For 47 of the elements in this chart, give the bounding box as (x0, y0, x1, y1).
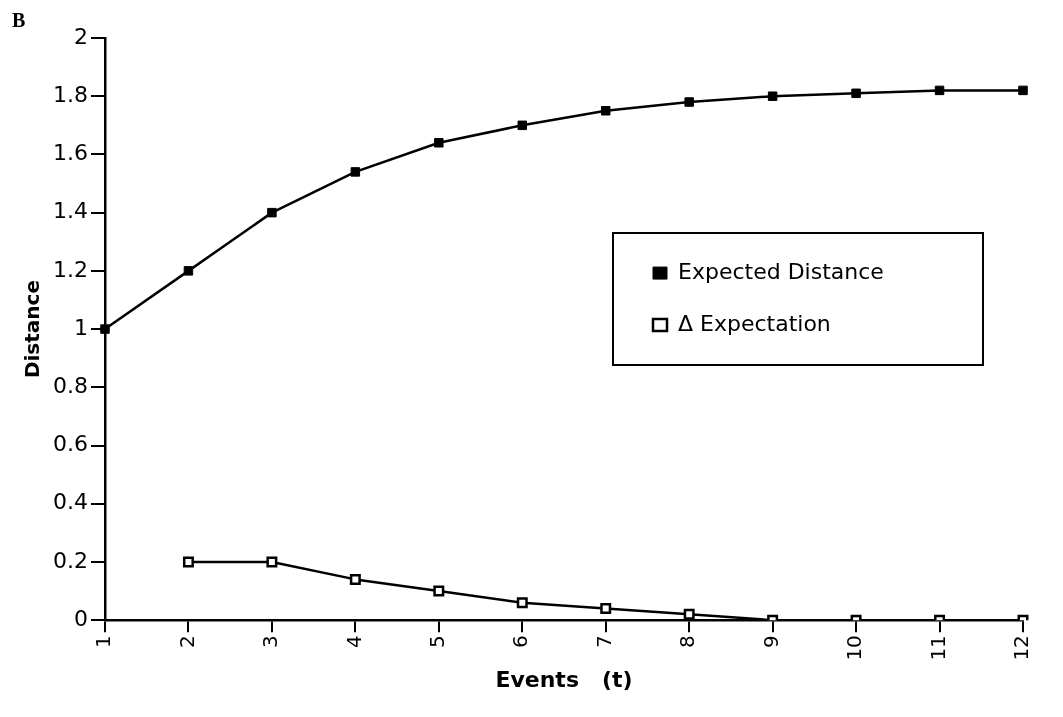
point (851, 88, 861, 99)
x-axis-title: Events (t) (495, 666, 633, 692)
point (934, 85, 945, 96)
point (434, 138, 444, 148)
y-tick-label: 1.4 (52, 198, 88, 224)
x-tick-label: 10 (842, 635, 867, 661)
y-tick-label: 0.6 (52, 431, 88, 457)
x-tick-label: 8 (675, 635, 700, 648)
point (349, 573, 361, 585)
point (767, 91, 778, 101)
x-tick-label: 12 (1009, 635, 1034, 661)
point (433, 585, 445, 597)
legend-label: Expected Distance (678, 258, 884, 284)
point (350, 167, 361, 177)
point (182, 556, 194, 568)
y-tick-label: 2 (73, 23, 88, 49)
point (100, 324, 110, 334)
point (183, 266, 194, 276)
text: B (12, 9, 26, 32)
point (267, 207, 277, 218)
x-tick-label: 1 (91, 635, 116, 648)
y-tick-label: 1 (73, 314, 88, 340)
point (1018, 85, 1028, 96)
y-tick-label: 1.6 (52, 140, 88, 166)
point (266, 556, 278, 568)
x-tick-label: 9 (758, 635, 783, 648)
legend-label: Δ Expectation (678, 310, 831, 336)
y-tick-label: 0.4 (52, 489, 88, 515)
y-tick-label: 0 (73, 605, 88, 631)
y-axis-title: Distance (20, 280, 45, 379)
point (683, 608, 695, 620)
y-tick-label: 1.2 (52, 256, 88, 282)
point (600, 603, 612, 614)
x-tick-label: 2 (174, 635, 199, 648)
x-tick-label: 6 (508, 635, 533, 648)
point (684, 97, 694, 107)
x-tick-label: 4 (341, 635, 366, 648)
x-tick-label: 3 (258, 635, 283, 648)
point (600, 106, 611, 116)
point (516, 597, 528, 609)
y-tick-label: 0.2 (52, 547, 88, 573)
x-tick-label: 5 (425, 635, 450, 648)
y-tick-label: 1.8 (52, 81, 88, 107)
x-tick-label: 11 (925, 635, 950, 661)
y-tick-label: 0.8 (52, 373, 88, 399)
point (517, 120, 528, 131)
x-tick-label: 7 (591, 635, 616, 648)
